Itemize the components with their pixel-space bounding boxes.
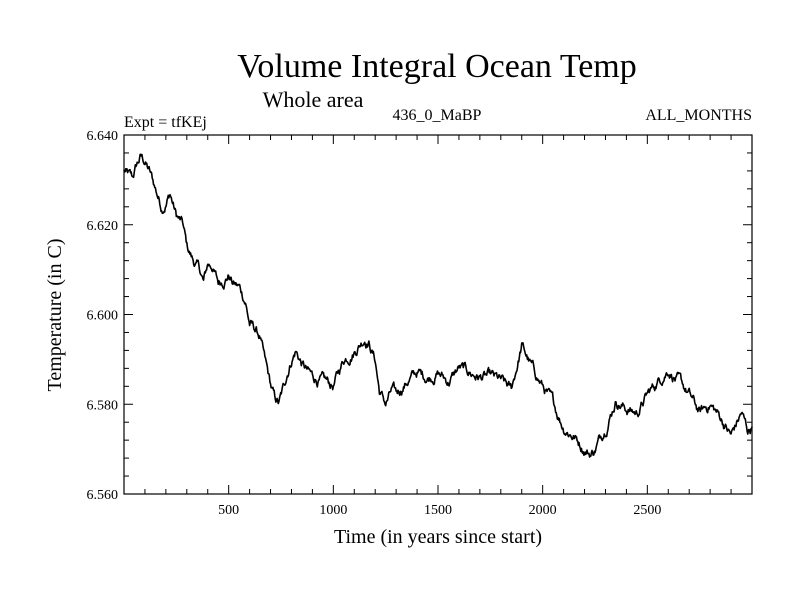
temperature-series-line — [123, 153, 753, 458]
period-label: 436_0_MaBP — [393, 107, 482, 124]
x-tick-label: 2000 — [529, 503, 557, 518]
y-tick-label: 6.600 — [87, 309, 119, 324]
y-tick-label: 6.640 — [87, 129, 119, 144]
months-label: ALL_MONTHS — [645, 107, 752, 124]
x-axis-label: Time (in years since start) — [334, 526, 542, 548]
y-axis-label: Temperature (in C) — [44, 239, 66, 392]
y-tick-label: 6.560 — [87, 488, 119, 503]
x-tick-label: 1500 — [424, 503, 452, 518]
x-tick-label: 2500 — [633, 503, 661, 518]
axis-ticks — [124, 134, 752, 495]
axis-tick-labels: 500 1000 1500 2000 2500 6.560 6.580 6.600 6.620 6… — [87, 129, 662, 518]
x-tick-label: 1000 — [319, 503, 347, 518]
experiment-label: Expt = tfKEj — [124, 114, 207, 131]
chart-subtitle: Whole area — [263, 87, 364, 112]
plot-frame — [123, 134, 753, 495]
y-tick-label: 6.580 — [87, 398, 119, 413]
y-tick-label: 6.620 — [87, 219, 119, 234]
chart-title: Volume Integral Ocean Temp — [237, 48, 637, 85]
x-tick-label: 500 — [218, 503, 239, 518]
